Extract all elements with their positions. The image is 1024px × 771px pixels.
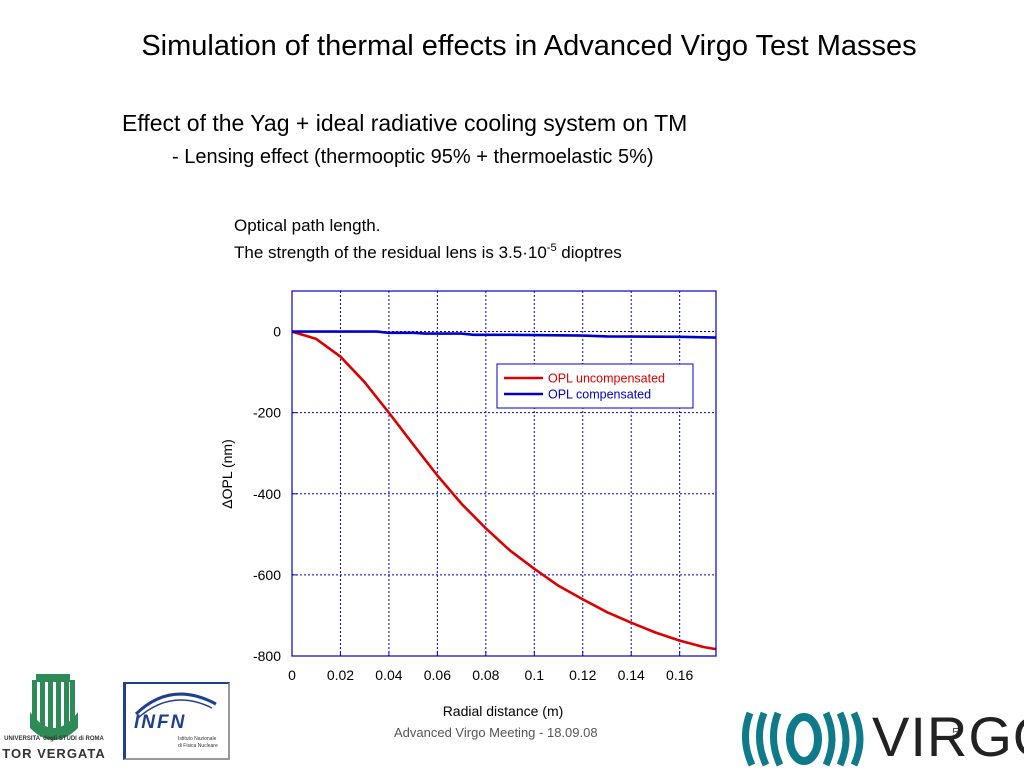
series-line-opl-compensated <box>292 330 717 339</box>
x-tick-label: 0.08 <box>472 667 499 683</box>
infn-subtext-2: di Fisica Nucleare <box>178 743 218 749</box>
caption-unit: dioptres <box>556 243 622 262</box>
y-tick-label: 0 <box>273 324 281 340</box>
x-tick-label: 0.14 <box>618 667 645 683</box>
x-tick-label: 0.1 <box>525 667 545 683</box>
y-tick-label: -800 <box>253 648 281 664</box>
infn-subtext-1: Istituto Nazionale <box>178 736 217 742</box>
infn-text: INFN <box>134 712 187 733</box>
x-tick-label: 0 <box>288 667 296 683</box>
y-tick-label: -400 <box>253 486 281 502</box>
tor-vergata-emblem-icon <box>30 674 78 740</box>
plot-frame <box>291 290 717 657</box>
x-tick-label: 0.02 <box>327 667 354 683</box>
virgo-logo: VIRGO <box>742 705 1024 768</box>
tor-vergata-top-text: UNIVERSITA' degli STUDI di ROMA <box>4 736 104 742</box>
tor-vergata-bottom-text: TOR VERGATA <box>2 746 106 761</box>
caption-text: The strength of the residual lens is 3.5… <box>234 243 547 262</box>
footer-text: Advanced Virgo Meeting - 18.09.08 <box>394 725 598 740</box>
virgo-text: VIRGO <box>872 705 1024 768</box>
x-axis-label: Radial distance (m) <box>443 703 564 719</box>
y-axis-label: ΔOPL (nm) <box>219 439 235 509</box>
page-number: 5 <box>952 725 960 740</box>
x-tick-label: 0.12 <box>569 667 596 683</box>
chart-legend: OPL uncompensated OPL compensated <box>496 363 694 409</box>
slide-subtitle: Effect of the Yag + ideal radiative cool… <box>122 110 688 136</box>
infn-arc-icon <box>134 692 217 719</box>
caption-line-2: The strength of the residual lens is 3.5… <box>234 242 622 263</box>
caption-exponent: -5 <box>546 242 557 254</box>
legend-label-opl-compensated: OPL compensated <box>548 388 651 402</box>
tor-vergata-logo: UNIVERSITA' degli STUDI di ROMA TOR VERG… <box>2 672 106 766</box>
infn-logo: INFN Istituto Nazionale di Fisica Nuclea… <box>123 682 230 760</box>
x-tick-label: 0.06 <box>424 667 451 683</box>
caption-line-1: Optical path length. <box>234 216 381 235</box>
legend-label-opl-uncompensated: OPL uncompensated <box>548 372 665 386</box>
series-line-opl-uncompensated <box>291 330 717 651</box>
plot-area <box>292 291 716 656</box>
y-tick-label: -200 <box>253 405 281 421</box>
x-tick-label: 0.16 <box>666 667 693 683</box>
legend-box <box>496 363 694 409</box>
slide-subpoint: - Lensing effect (thermooptic 95% + ther… <box>172 146 654 168</box>
y-tick-label: -600 <box>253 567 281 583</box>
x-tick-label: 0.04 <box>375 667 402 683</box>
virgo-waves-icon <box>742 711 864 767</box>
slide-title: Simulation of thermal effects in Advance… <box>141 30 917 62</box>
